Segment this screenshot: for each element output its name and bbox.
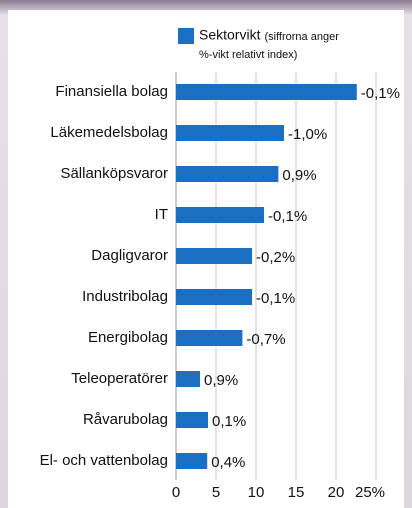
bar — [176, 371, 200, 387]
legend-note: %-vikt relativt index) — [199, 49, 297, 61]
category-label: Dagligvaror — [91, 247, 168, 264]
x-tick-label: 15 — [288, 484, 305, 501]
category-label: Energibolag — [88, 329, 168, 346]
bar — [176, 453, 208, 469]
relative-weight-label: -0,1% — [361, 85, 400, 102]
bar — [176, 330, 243, 346]
relative-weight-label: 0,4% — [211, 454, 245, 471]
x-tick-label: 0 — [172, 484, 180, 501]
category-label: Industribolag — [82, 288, 168, 305]
x-tick-label: 20 — [328, 484, 345, 501]
bar — [176, 289, 252, 305]
legend-label: Sektorvikt — [199, 27, 261, 43]
category-label: Teleoperatörer — [71, 370, 168, 387]
legend-note: (siffrorna anger — [264, 31, 339, 43]
relative-weight-label: -0,7% — [246, 331, 285, 348]
category-label: Sällanköpsvaror — [60, 165, 168, 182]
x-tick-label: 25% — [355, 484, 385, 501]
relative-weight-label: 0,9% — [282, 167, 316, 184]
bar — [176, 84, 357, 100]
category-label: El- och vattenbolag — [40, 452, 168, 469]
relative-weight-label: 0,1% — [212, 413, 246, 430]
x-tick-label: 10 — [248, 484, 265, 501]
relative-weight-label: -0,1% — [268, 208, 307, 225]
relative-weight-label: -1,0% — [288, 126, 327, 143]
bar — [176, 166, 279, 182]
bar — [176, 207, 264, 223]
bar — [176, 125, 284, 141]
relative-weight-label: -0,2% — [256, 249, 295, 266]
relative-weight-label: 0,9% — [204, 372, 238, 389]
legend-swatch — [178, 28, 194, 44]
category-label: Råvarubolag — [83, 411, 168, 428]
x-tick-label: 5 — [212, 484, 220, 501]
category-label: Läkemedelsbolag — [50, 124, 168, 141]
bar — [176, 412, 208, 428]
category-label: IT — [155, 206, 168, 223]
category-label: Finansiella bolag — [55, 83, 168, 100]
bar — [176, 248, 252, 264]
relative-weight-label: -0,1% — [256, 290, 295, 307]
